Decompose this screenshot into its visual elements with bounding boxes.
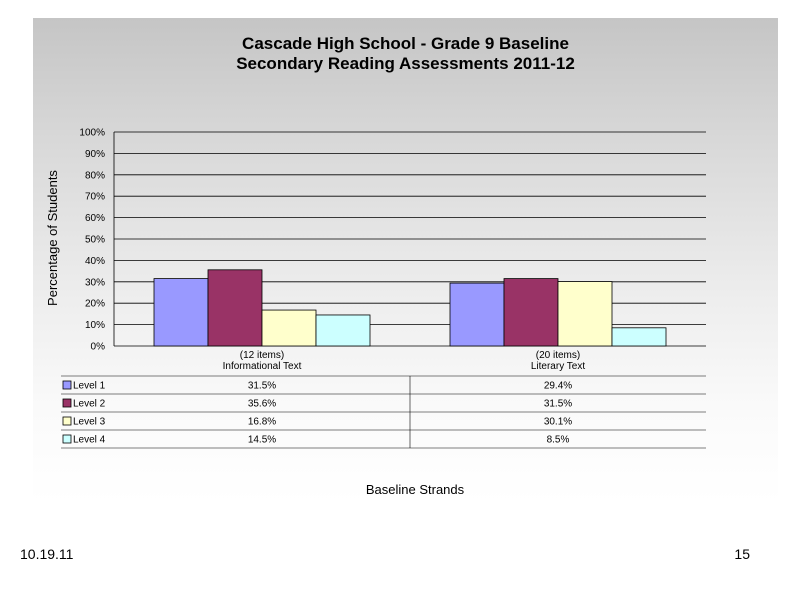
y-tick-label: 70% — [85, 192, 105, 203]
legend-swatch — [62, 434, 72, 444]
footer-date: 10.19.11 — [20, 546, 74, 562]
legend-label: Level 3 — [73, 417, 106, 428]
bar-level-2 — [503, 278, 559, 347]
y-tick-label: 40% — [85, 256, 105, 267]
y-tick-label: 30% — [85, 277, 105, 288]
bar-level-4 — [315, 314, 371, 347]
bar-level-1 — [449, 282, 505, 347]
data-label: 29.4% — [544, 381, 572, 392]
data-label: 14.5% — [248, 435, 276, 446]
data-label: 30.1% — [544, 417, 572, 428]
data-label: 16.8% — [248, 417, 276, 428]
bar-level-3 — [261, 309, 317, 347]
y-tick-label: 80% — [85, 170, 105, 181]
x-axis-title: Baseline Strands — [366, 482, 465, 497]
legend-swatch — [62, 380, 72, 390]
chart-panel: Cascade High School - Grade 9 Baseline S… — [33, 18, 778, 503]
y-tick-label: 10% — [85, 320, 105, 331]
chart-subtitle: Secondary Reading Assessments 2011-12 — [236, 54, 575, 73]
x-category-label: Literary Text — [531, 361, 586, 372]
chart-title: Cascade High School - Grade 9 Baseline — [242, 34, 569, 53]
legend-swatch — [62, 416, 72, 426]
page-number: 15 — [734, 546, 750, 562]
y-tick-label: 0% — [91, 342, 106, 353]
x-category-label: Informational Text — [223, 361, 302, 372]
x-category-count: (20 items) — [536, 350, 580, 361]
y-axis-title: Percentage of Students — [45, 170, 60, 306]
legend-label: Level 4 — [73, 435, 106, 446]
y-tick-label: 90% — [85, 149, 105, 160]
legend-label: Level 2 — [73, 399, 106, 410]
y-tick-label: 50% — [85, 235, 105, 246]
bar-level-1 — [153, 278, 209, 347]
y-tick-label: 20% — [85, 299, 105, 310]
bar-level-2 — [207, 269, 263, 347]
legend-swatch — [62, 398, 72, 408]
y-tick-label: 100% — [79, 128, 105, 139]
bar-level-4 — [611, 327, 667, 347]
data-label: 31.5% — [544, 399, 572, 410]
y-tick-label: 60% — [85, 213, 105, 224]
data-label: 31.5% — [248, 381, 276, 392]
x-category-count: (12 items) — [240, 350, 284, 361]
bar-level-3 — [557, 281, 613, 347]
data-label: 8.5% — [547, 435, 570, 446]
bar-chart: 0% 10% 20% 30% 40% 50% 60% 70% 80% 90% 100% (12 ite… — [45, 128, 706, 497]
legend-label: Level 1 — [73, 381, 106, 392]
data-label: 35.6% — [248, 399, 276, 410]
